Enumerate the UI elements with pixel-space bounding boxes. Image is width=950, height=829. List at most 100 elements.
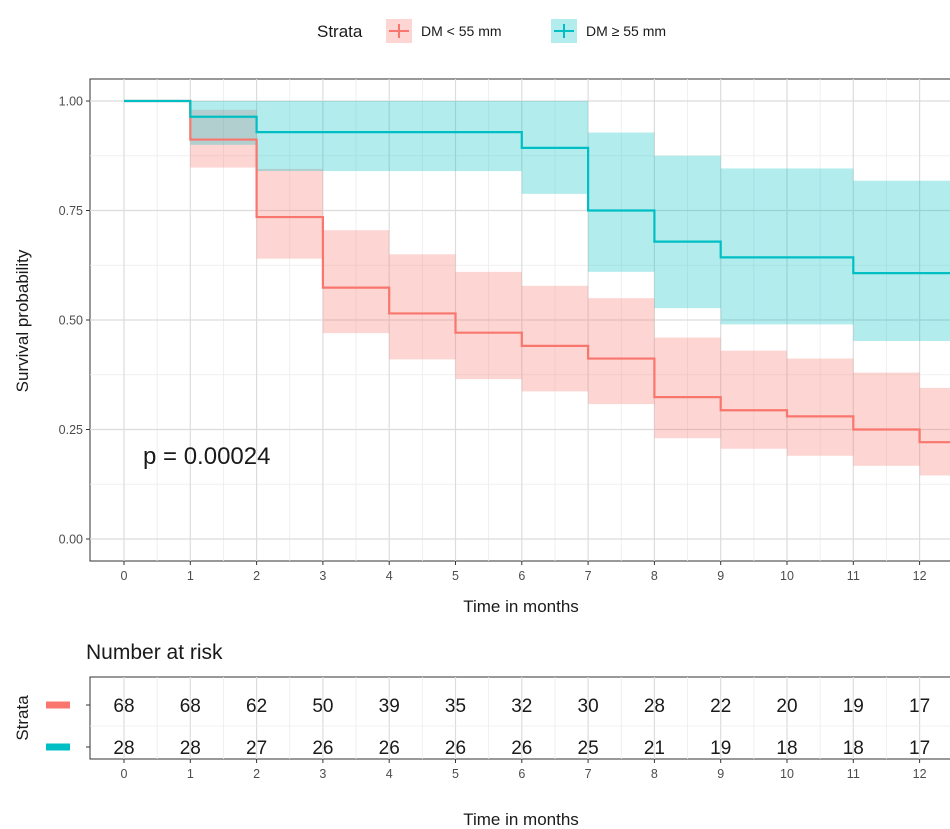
risk-x-tick-label: 2 — [253, 767, 260, 781]
x-axis-title: Time in months — [463, 597, 579, 616]
risk-count-cell: 17 — [909, 696, 930, 717]
risk-count-cell: 19 — [843, 696, 864, 717]
risk-table: Number at risk 68 68 62 50 39 35 32 30 28 22 20 19 1… — [13, 641, 950, 829]
x-tick-label: 8 — [651, 569, 658, 583]
x-tick-label: 6 — [518, 569, 525, 583]
risk-x-tick-label: 7 — [585, 767, 592, 781]
risk-x-tick-label: 5 — [452, 767, 459, 781]
x-tick-label: 5 — [452, 569, 459, 583]
x-tick-label: 11 — [847, 569, 860, 583]
risk-count-cell: 18 — [843, 738, 864, 759]
legend-label-dm-lt-55: DM < 55 mm — [421, 23, 502, 39]
confidence-band-segment — [322, 230, 390, 334]
risk-x-tick-label: 3 — [319, 767, 326, 781]
confidence-band-segment — [853, 180, 950, 342]
x-tick-label: 12 — [913, 569, 927, 583]
confidence-band-segment — [588, 298, 655, 405]
risk-table-title: Number at risk — [86, 641, 223, 664]
risk-x-tick-label: 10 — [780, 767, 794, 781]
p-value-annotation: p = 0.00024 — [143, 443, 270, 470]
y-axis-ticks: 0.00 0.25 0.50 0.75 1.00 — [59, 95, 90, 547]
confidence-band-segment — [654, 155, 721, 309]
risk-count-cell: 27 — [246, 738, 267, 759]
risk-y-axis-title: Strata — [13, 695, 32, 741]
risk-table-strata-keys — [46, 701, 90, 751]
risk-table-cells: 68 68 62 50 39 35 32 30 28 22 20 19 17 28 28 27 26 26 26 26… — [113, 696, 930, 759]
confidence-band-segment — [256, 101, 522, 172]
confidence-band-segment — [455, 271, 522, 380]
confidence-band-segment — [256, 168, 323, 259]
risk-count-cell: 30 — [578, 696, 599, 717]
legend-key-dm-ge-55 — [551, 19, 577, 43]
x-tick-label: 3 — [319, 569, 326, 583]
risk-count-cell: 26 — [312, 738, 333, 759]
risk-x-tick-label: 9 — [717, 767, 724, 781]
survival-curve-dm-lt-55 — [124, 99, 950, 444]
risk-x-tick-label: 8 — [651, 767, 658, 781]
risk-count-cell: 19 — [710, 738, 731, 759]
risk-count-cell: 25 — [578, 738, 599, 759]
risk-x-tick-label: 4 — [386, 767, 393, 781]
y-tick-label: 0.25 — [59, 423, 83, 437]
confidence-band-segment — [720, 350, 787, 449]
risk-count-cell: 26 — [379, 738, 400, 759]
risk-x-tick-label: 6 — [518, 767, 525, 781]
confidence-band-segment — [787, 358, 854, 456]
confidence-band-segment — [389, 254, 456, 360]
confidence-band-segment — [190, 101, 257, 145]
survival-curves — [124, 99, 950, 444]
risk-count-cell: 18 — [776, 738, 797, 759]
x-tick-label: 4 — [386, 569, 393, 583]
risk-count-cell: 26 — [445, 738, 466, 759]
risk-count-cell: 17 — [909, 738, 930, 759]
risk-count-cell: 26 — [511, 738, 532, 759]
x-axis-ticks: 0 1 2 3 4 5 6 7 8 9 10 11 12 — [121, 561, 927, 583]
risk-x-tick-label: 1 — [187, 767, 194, 781]
risk-count-cell: 68 — [113, 696, 134, 717]
x-tick-label: 10 — [780, 569, 794, 583]
risk-count-cell: 62 — [246, 696, 267, 717]
y-tick-label: 0.75 — [59, 204, 83, 218]
x-tick-label: 7 — [585, 569, 592, 583]
confidence-band-segment — [720, 168, 854, 325]
risk-count-cell: 32 — [511, 696, 532, 717]
risk-table-panel — [89, 676, 950, 760]
risk-count-cell: 35 — [445, 696, 466, 717]
x-tick-label: 0 — [121, 569, 128, 583]
y-tick-label: 0.50 — [59, 314, 83, 328]
risk-strata-key — [46, 743, 70, 751]
confidence-band-segment — [588, 132, 655, 272]
risk-strata-key — [46, 701, 70, 709]
risk-count-cell: 28 — [113, 738, 134, 759]
confidence-band-segment — [654, 337, 721, 439]
risk-count-cell: 22 — [710, 696, 731, 717]
confidence-band-segment — [521, 285, 589, 392]
y-axis-title: Survival probability — [13, 249, 32, 392]
y-tick-label: 1.00 — [59, 95, 83, 109]
confidence-bands — [190, 101, 950, 476]
legend: Strata DM < 55 mm DM ≥ 55 mm — [317, 19, 666, 43]
legend-key-dm-lt-55 — [386, 19, 412, 43]
plot-grid — [90, 79, 950, 561]
x-tick-label: 9 — [717, 569, 724, 583]
legend-title: Strata — [317, 22, 363, 41]
km-plot: 0.000.250.500.751.00 0 1 2 3 4 5 6 7 8 9 10 11 12 p … — [13, 78, 950, 616]
x-tick-label: 2 — [253, 569, 260, 583]
risk-x-axis-ticks: 0 1 2 3 4 5 6 7 8 9 10 11 12 — [121, 759, 927, 781]
x-tick-label: 1 — [187, 569, 194, 583]
y-tick-label: 0.00 — [59, 533, 83, 547]
legend-label-dm-ge-55: DM ≥ 55 mm — [586, 23, 666, 39]
risk-count-cell: 20 — [776, 696, 797, 717]
confidence-band-segment — [853, 372, 920, 466]
risk-count-cell: 50 — [312, 696, 333, 717]
risk-count-cell: 21 — [644, 738, 665, 759]
risk-table-grid — [90, 677, 950, 759]
risk-x-tick-label: 12 — [913, 767, 927, 781]
survival-curve-dm-ge-55 — [124, 99, 950, 275]
risk-x-tick-label: 11 — [847, 767, 860, 781]
confidence-band-segment — [919, 387, 950, 476]
risk-count-cell: 28 — [644, 696, 665, 717]
risk-count-cell: 68 — [180, 696, 201, 717]
risk-x-tick-label: 0 — [121, 767, 128, 781]
